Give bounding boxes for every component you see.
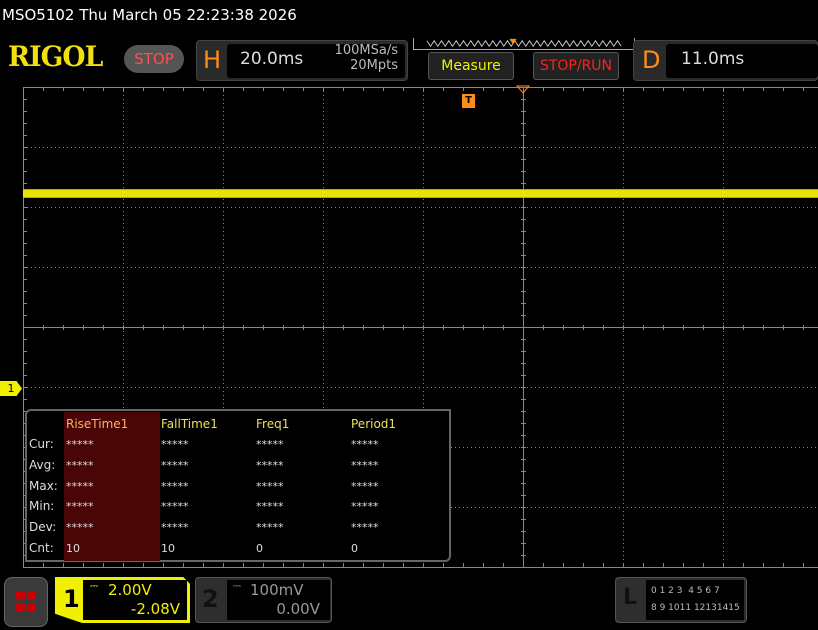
row-label: Min: [29,499,55,514]
timebase-value: 20.0ms [240,49,304,69]
delay-label: D [642,46,661,74]
table-cell: ***** [256,438,284,451]
delay-value: 11.0ms [681,49,745,69]
logic-channels-row1: 0 1 2 3 4 5 6 7 [651,586,720,596]
channel2-readout [227,580,330,620]
horizontal-panel[interactable]: H [196,40,408,81]
logic-label: L [623,585,638,610]
table-cell: ***** [351,458,379,472]
column-header[interactable]: RiseTime1 [66,417,129,431]
dc-coupling-icon: ⎓ [233,581,241,592]
trigger-position-icon [509,38,517,45]
table-cell: ***** [161,479,189,493]
trigger-level-marker[interactable]: T [462,94,475,108]
table-cell: 0 [351,542,358,555]
logic-channels [646,580,744,620]
table-cell: ***** [66,438,94,451]
measurement-table: RiseTime1 FallTime1 Freq1 Period1 Cur: **… [25,409,451,562]
measure-button[interactable]: Measure [428,52,514,80]
channel1-number: 1 [63,585,80,613]
table-cell: ***** [161,438,189,451]
channel1-offset: -2.08V [130,600,180,618]
selected-column-highlight [64,412,160,561]
channel1-offset-marker[interactable]: 1 [0,381,22,396]
table-cell: ***** [256,521,284,535]
dc-coupling-icon: ⎓ [90,581,98,592]
table-cell: ***** [351,500,379,514]
column-header[interactable]: Freq1 [256,417,290,431]
table-cell: ***** [161,458,189,472]
table-cell: 10 [66,542,80,555]
channel2-scale: 100mV [250,581,304,599]
table-cell: ***** [256,500,284,514]
table-cell: ***** [351,521,379,535]
table-cell: ***** [351,438,379,451]
logic-channels-row2: 8 9 1011 12131415 [651,603,740,613]
table-cell: ***** [66,500,94,514]
column-header[interactable]: FallTime1 [161,417,218,431]
rigol-logo: RIGOL [8,40,103,73]
table-cell: ***** [66,458,94,472]
table-cell: 10 [161,542,175,555]
menu-button[interactable] [4,577,48,627]
trigger-delay-marker-icon [515,85,531,94]
row-label: Cnt: [29,541,54,555]
column-header[interactable]: Period1 [351,417,397,431]
horizontal-label: H [203,46,222,74]
table-cell: ***** [256,458,284,472]
table-cell: ***** [66,479,94,493]
stop-run-button[interactable]: STOP/RUN [533,52,619,80]
table-cell: ***** [256,479,284,493]
channel1-trace [23,190,818,197]
channel2-offset: 0.00V [276,600,320,618]
channel2-number: 2 [202,585,219,613]
table-cell: 0 [256,542,263,555]
table-cell: ***** [161,521,189,535]
run-state-badge[interactable]: STOP [124,45,184,73]
sample-info: 100MSa/s 20Mpts [322,43,398,73]
channel1-scale: 2.00V [108,581,152,599]
table-cell: ***** [351,479,379,493]
table-cell: ***** [161,500,189,514]
window-title: MSO5102 Thu March 05 22:23:38 2026 [2,6,297,24]
row-label: Dev: [29,520,57,535]
memory-depth: 20Mpts [350,58,398,73]
row-label: Cur: [29,437,54,451]
channel1-readout [83,580,187,620]
table-cell: ***** [66,521,94,535]
row-label: Avg: [29,457,56,472]
sample-rate: 100MSa/s [334,43,398,58]
delay-panel[interactable]: D [633,40,818,81]
row-label: Max: [29,478,58,493]
